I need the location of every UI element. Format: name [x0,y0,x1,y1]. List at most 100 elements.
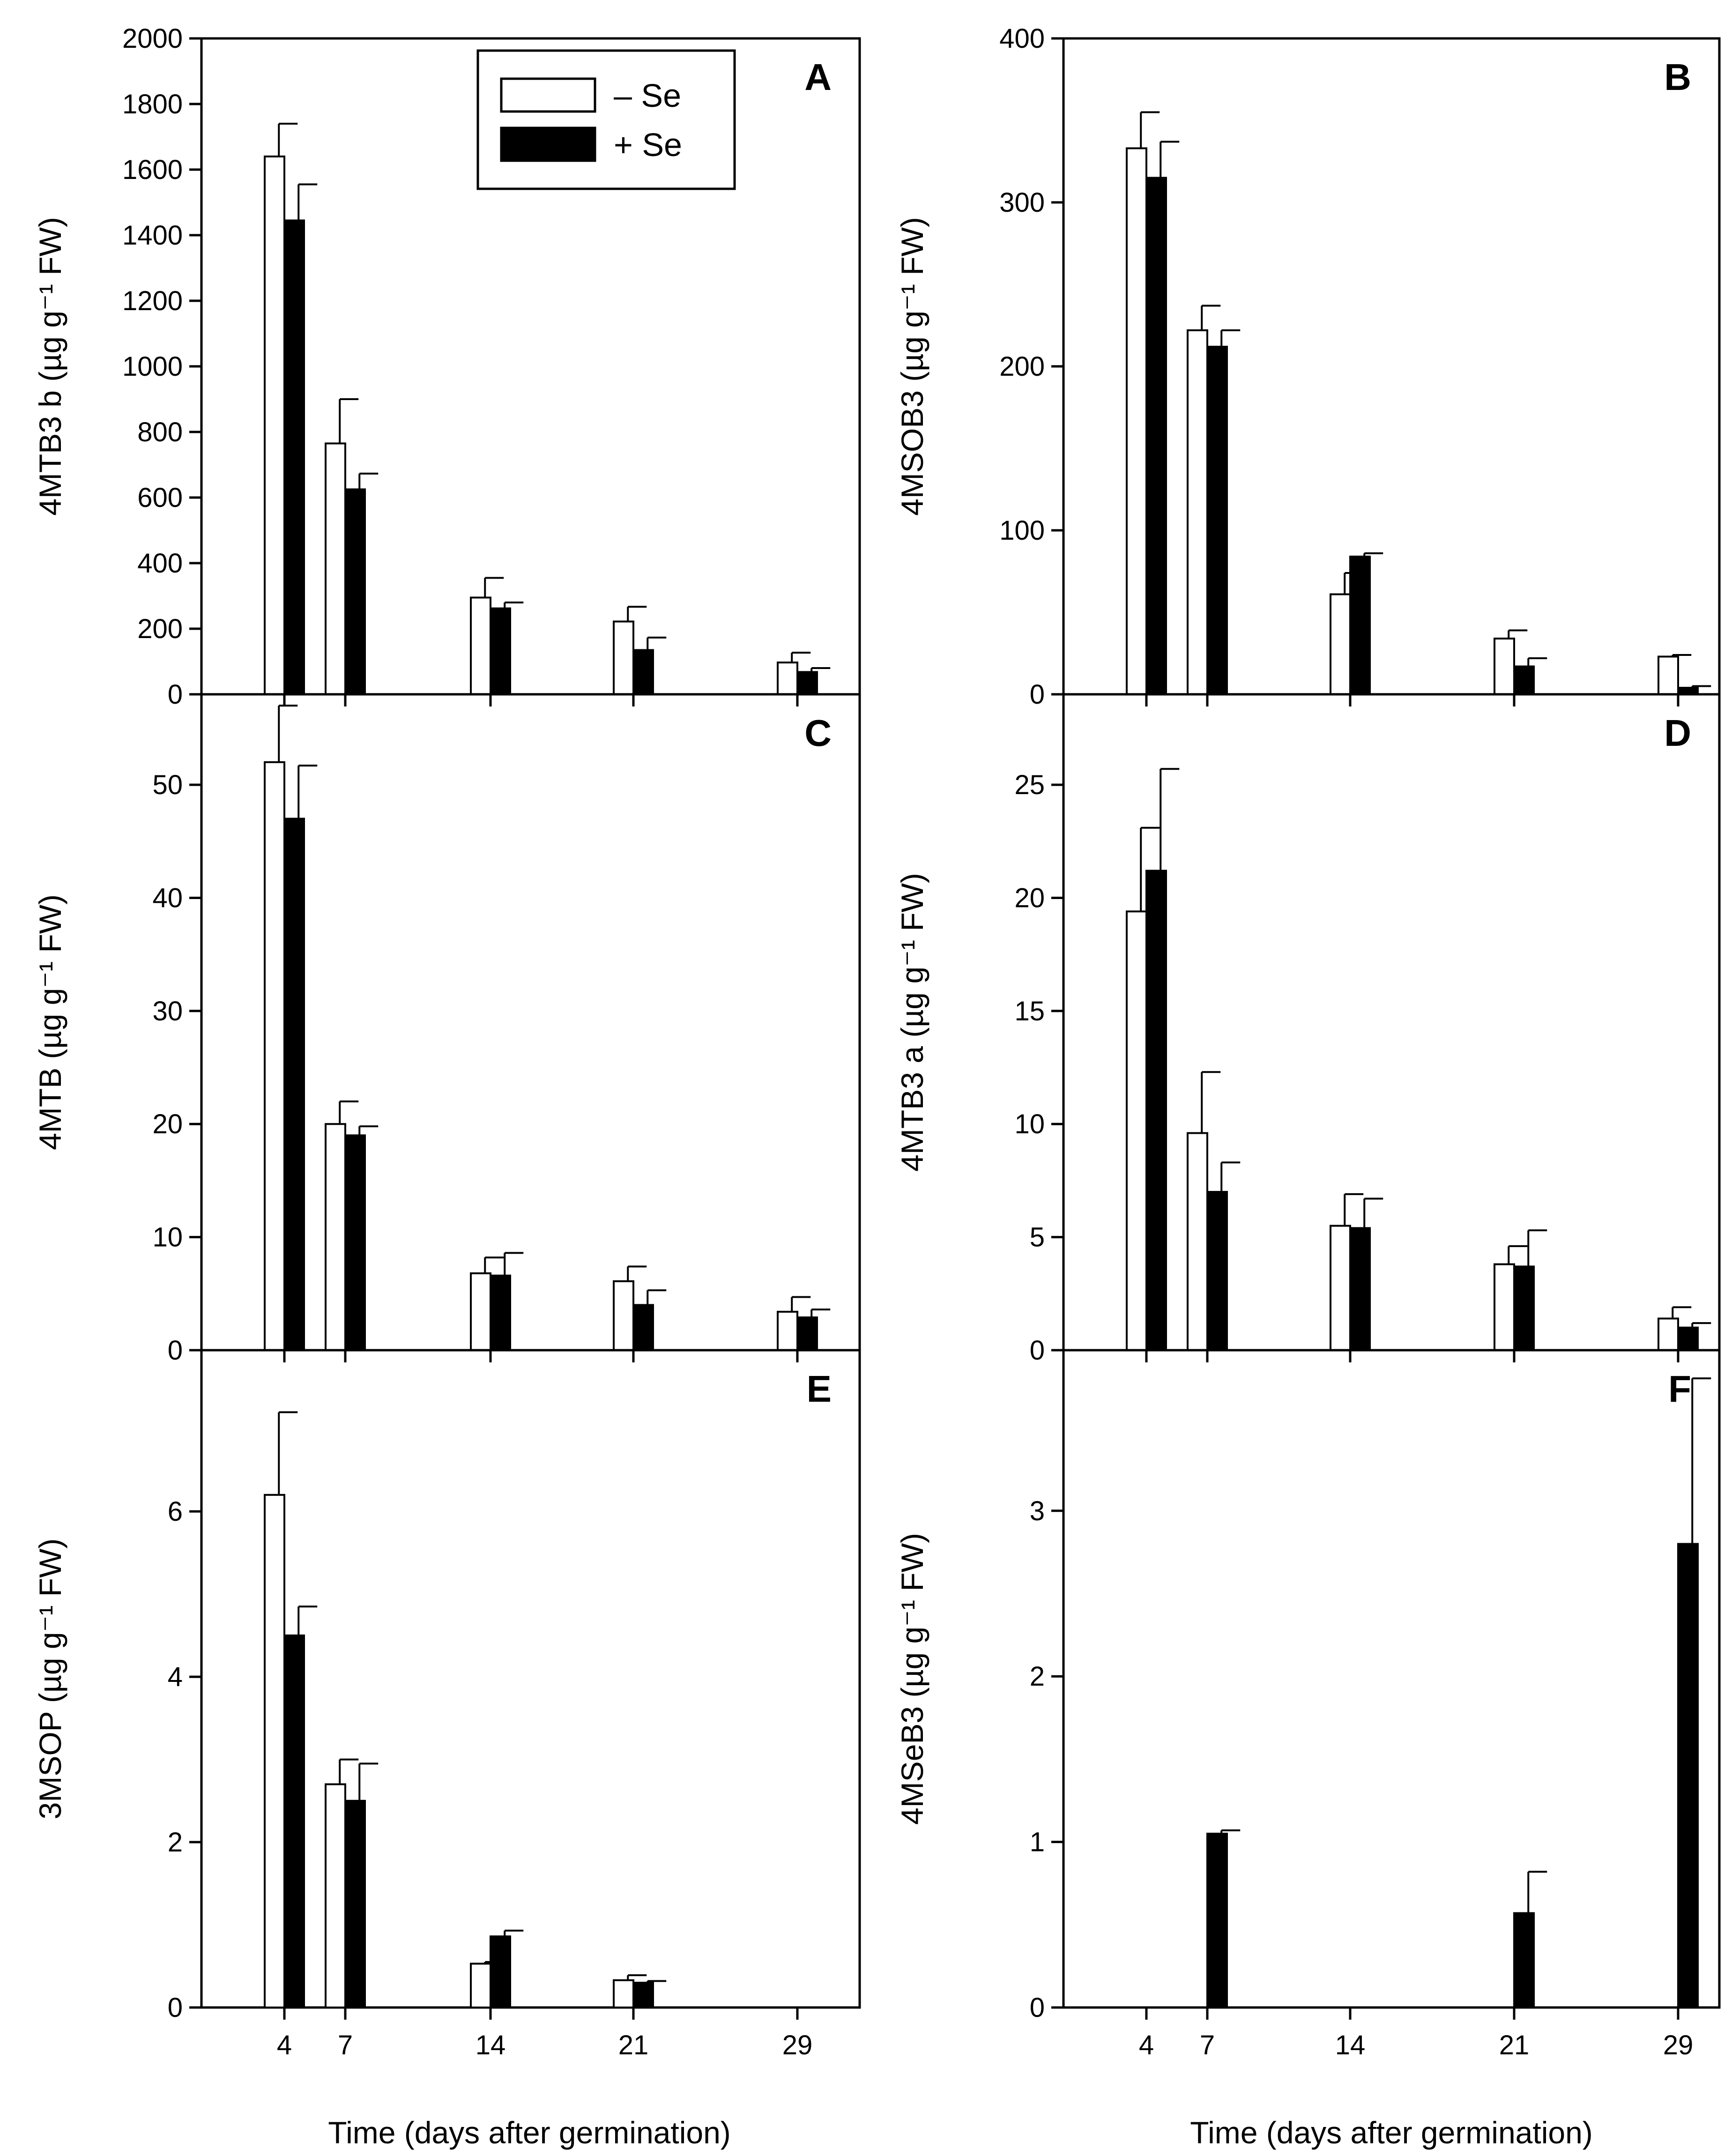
y-tick-label: 200 [137,614,183,644]
y-tick-label: 600 [137,483,183,513]
y-tick-label: 1800 [122,89,183,119]
panel-d: 0 5 10 15 20 25 4MTB3 a (µg g⁻¹ FW) D [895,693,1721,1366]
bar-plus-se [1349,556,1371,695]
bar-plus-se [490,1274,511,1352]
bar-minus-se [613,1979,634,2008]
legend-box [476,49,736,190]
panel-c: 0 10 20 30 40 50 4MTB (µg g⁻¹ FW) C [33,693,861,1366]
y-tick-label: 20 [1014,883,1045,913]
panels: 02004006008001000120014001600180020004MT… [33,23,1721,2060]
x-axis-title-left: Time (days after germination) [328,2115,731,2150]
y-tick-label: 300 [999,187,1045,218]
y-tick-label: 2000 [122,23,183,54]
bar-plus-se [1513,1912,1535,2009]
panel-letter: F [1668,1368,1691,1410]
y-axis-title: 4MTB (µg g⁻¹ FW) [33,894,67,1150]
y-tick-label: 40 [152,883,183,913]
legend-label-plus-se: + Se [614,126,682,163]
x-tick-label: 21 [1499,2030,1530,2060]
y-tick-label: 1000 [122,351,183,382]
bar-plus-se [632,1304,654,1351]
bar-minus-se [1187,1132,1208,1352]
y-tick-label: 50 [152,770,183,800]
bar-plus-se [1145,870,1167,1352]
y-axis-title: 4MTB3 a (µg g⁻¹ FW) [895,873,929,1172]
x-tick-label: 14 [1335,2030,1366,2060]
y-tick-label: 1400 [122,220,183,251]
y-axis-title: 4MSOB3 (µg g⁻¹ FW) [895,217,929,516]
bar-minus-se [613,620,634,695]
bar-minus-se [1187,329,1208,695]
y-tick-label: 0 [1030,1335,1045,1366]
x-tick-label: 14 [476,2030,506,2060]
y-tick-label: 800 [137,417,183,447]
x-tick-label: 29 [1663,2030,1694,2060]
bar-plus-se [283,1634,305,2009]
panel-letter: E [807,1368,832,1410]
panel-letter: D [1664,712,1691,754]
panel-letter: A [804,56,832,98]
bar-plus-se [1206,1832,1228,2008]
x-tick-label: 7 [1200,2030,1215,2060]
bar-minus-se [264,761,285,1351]
y-tick-label: 400 [999,23,1045,54]
bar-plus-se [344,1134,366,1352]
y-tick-label: 2 [1030,1661,1045,1692]
x-tick-label: 4 [1139,2030,1154,2060]
bar-plus-se [344,1799,366,2008]
x-tick-label: 7 [338,2030,353,2060]
bar-plus-se [1145,177,1167,695]
plot-frame [200,1349,861,2009]
y-tick-label: 200 [999,351,1045,382]
y-tick-label: 25 [1014,770,1045,800]
bar-plus-se [632,649,654,695]
bar-minus-se [1126,147,1147,695]
bar-plus-se [796,1316,818,1351]
bar-plus-se [1513,1265,1535,1352]
y-tick-label: 100 [999,515,1045,546]
y-tick-label: 4 [168,1662,183,1692]
y-axis-title: 4MTB3 b (µg g⁻¹ FW) [33,217,67,516]
y-tick-label: 0 [168,1992,183,2023]
legend-swatch-minus-se [500,77,596,113]
bar-minus-se [1330,1225,1351,1351]
y-tick-label: 400 [137,548,183,579]
bar-minus-se [1330,593,1351,695]
y-tick-label: 3 [1030,1496,1045,1526]
panel-a: 0 200 400 600 800 1000 1200 1400 1600 1800 2000 4MT… [33,23,861,710]
bar-minus-se [264,1494,285,2008]
y-axis-title: 4MSeB3 (µg g⁻¹ FW) [895,1533,929,1825]
bar-plus-se [283,818,305,1351]
bar-plus-se [344,488,366,695]
bar-plus-se [1677,1326,1699,1351]
bar-plus-se [1677,1543,1699,2008]
panel-b: 0 100 200 300 400 4MSOB3 (µg g⁻¹ FW) B [895,23,1721,710]
bar-minus-se [1126,910,1147,1351]
y-tick-label: 1200 [122,286,183,316]
y-tick-label: 0 [1030,1992,1045,2023]
y-tick-label: 10 [152,1222,183,1253]
bar-plus-se [490,1935,511,2009]
y-tick-label: 0 [168,1335,183,1366]
y-axis-title: 3MSOP (µg g⁻¹ FW) [33,1539,67,1820]
bar-plus-se [283,219,305,695]
panel-letter: B [1664,56,1691,98]
bar-plus-se [1349,1227,1371,1351]
y-tick-label: 30 [152,996,183,1026]
bar-plus-se [490,607,511,695]
y-tick-label: 1600 [122,155,183,185]
x-axis-title-right: Time (days after germination) [1190,2115,1593,2150]
y-tick-label: 10 [1014,1109,1045,1139]
y-tick-label: 0 [1030,679,1045,710]
bar-plus-se [632,1982,654,2009]
bar-minus-se [1658,655,1679,695]
bar-minus-se [325,1783,346,2009]
bar-minus-se [470,1963,491,2009]
y-tick-label: 20 [152,1109,183,1139]
x-tick-label: 21 [618,2030,649,2060]
legend: – Se + Se [476,49,736,190]
bar-minus-se [613,1280,634,1351]
bar-minus-se [470,596,491,695]
bar-plus-se [1206,346,1228,695]
